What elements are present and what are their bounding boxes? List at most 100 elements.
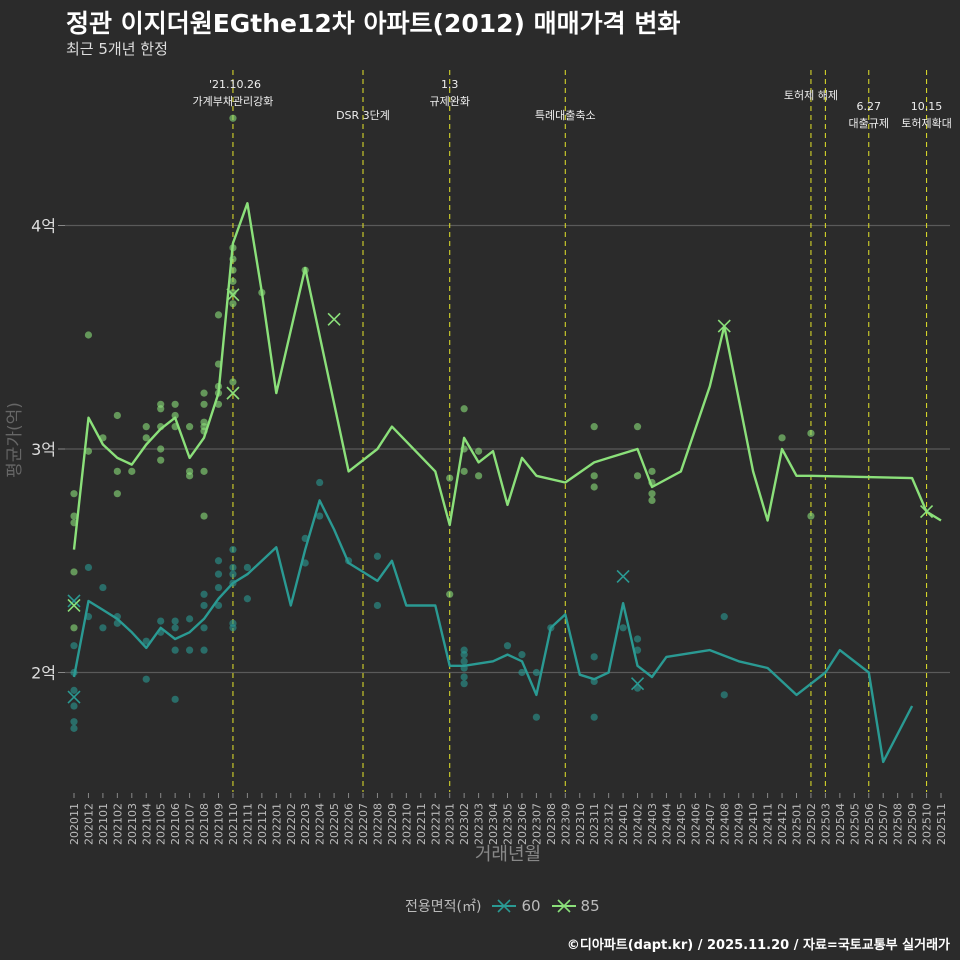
data-point (84, 447, 93, 455)
data-point (200, 601, 208, 610)
chart-subtitle: 최근 5개년 한정 (66, 40, 168, 58)
data-point (157, 456, 165, 464)
data-point (171, 695, 179, 703)
data-point (229, 277, 237, 285)
x-tick-label: 202103 (126, 803, 139, 845)
data-point (229, 624, 237, 632)
data-point (214, 583, 223, 592)
data-point (186, 615, 194, 623)
x-tick-label: 202411 (762, 803, 775, 845)
x-tick-label: 202510 (921, 803, 934, 845)
x-tick-label: 202506 (863, 803, 876, 845)
x-tick-label: 202305 (502, 803, 515, 845)
data-point (229, 570, 237, 578)
data-point (186, 423, 194, 431)
event-label: 토허제 해제 (784, 88, 838, 102)
data-point (70, 702, 78, 710)
data-point (200, 512, 208, 520)
source-caption: ©디아파트(dapt.kr) / 2025.11.20 / 자료=국토교통부 실… (566, 938, 950, 953)
data-point (316, 478, 324, 487)
legend-key-85-icon (551, 896, 577, 916)
series-line-85 (72, 202, 942, 550)
data-point (532, 713, 541, 721)
x-tick-label: 202205 (328, 803, 341, 845)
x-tick-label: 202109 (213, 803, 226, 845)
legend-key-60-icon (491, 896, 517, 916)
cross-marker (327, 312, 341, 326)
x-tick-label: 202310 (574, 803, 587, 845)
cross-marker (717, 319, 731, 333)
data-point (70, 724, 78, 732)
data-point (720, 691, 728, 699)
data-point (243, 563, 251, 572)
x-tick-label: 202105 (155, 803, 168, 845)
data-point (229, 563, 237, 572)
legend: 전용면적(㎡) 60 85 (405, 896, 600, 916)
data-point (243, 595, 251, 603)
cross-marker (226, 386, 240, 400)
data-point (518, 651, 526, 659)
data-point (590, 472, 598, 480)
data-point (316, 512, 324, 520)
data-point (113, 490, 121, 498)
data-point (171, 624, 179, 632)
data-point (99, 624, 107, 632)
data-point (460, 405, 468, 413)
data-point (70, 490, 78, 498)
x-tick-label: 202410 (747, 803, 760, 845)
data-point (807, 429, 815, 437)
data-point (128, 467, 136, 475)
data-point (157, 617, 165, 625)
x-tick-label: 202503 (819, 803, 832, 845)
data-point (648, 467, 656, 475)
data-point (214, 557, 223, 565)
x-tick-label: 202405 (675, 803, 688, 845)
cross-marker (67, 690, 81, 704)
cross-stroke (226, 386, 240, 400)
data-point (70, 624, 78, 632)
x-tick-label: 202210 (400, 803, 413, 845)
data-point (200, 646, 208, 654)
data-point (171, 411, 179, 420)
series-marks (67, 114, 942, 764)
x-tick-label: 202312 (603, 803, 616, 845)
cross-marker (630, 677, 645, 691)
x-tick-label: 202401 (617, 803, 630, 845)
legend-title: 전용면적(㎡) (405, 899, 482, 915)
data-point (648, 496, 656, 505)
data-point (200, 624, 208, 632)
x-tick-label: 202308 (545, 803, 558, 845)
cross-marker (67, 594, 81, 608)
data-point (648, 490, 656, 498)
cross-stroke (630, 677, 645, 691)
data-point (532, 668, 541, 677)
x-tick-label: 202108 (198, 803, 211, 845)
data-point (142, 675, 150, 683)
cross-stroke (67, 690, 81, 704)
x-tick-label: 202406 (689, 803, 702, 845)
x-tick-label: 202409 (733, 803, 746, 845)
data-point (70, 642, 78, 650)
event-label: 특례대출축소 (535, 109, 596, 122)
data-point (113, 467, 121, 475)
event-label: '21.10.26 (209, 78, 261, 91)
x-tick-label: 202112 (256, 803, 269, 845)
event-label: 1.3 (441, 78, 459, 91)
data-point (171, 617, 179, 625)
x-tick-label: 202206 (343, 803, 356, 845)
x-tick-label: 202104 (140, 803, 153, 845)
x-tick-label: 202301 (444, 803, 457, 845)
data-point (460, 657, 468, 665)
cross-marker (67, 598, 81, 613)
data-point (214, 311, 223, 319)
cross-stroke (226, 288, 240, 302)
x-tick-label: 202110 (227, 803, 240, 845)
x-tick-label: 202412 (776, 803, 789, 845)
x-tick-label: 202208 (371, 803, 384, 845)
x-tick-label: 202311 (588, 803, 601, 845)
event-label: 토허제확대 (901, 117, 952, 130)
x-tick-label: 202209 (386, 803, 399, 845)
data-point (142, 434, 150, 442)
data-point (503, 642, 512, 650)
